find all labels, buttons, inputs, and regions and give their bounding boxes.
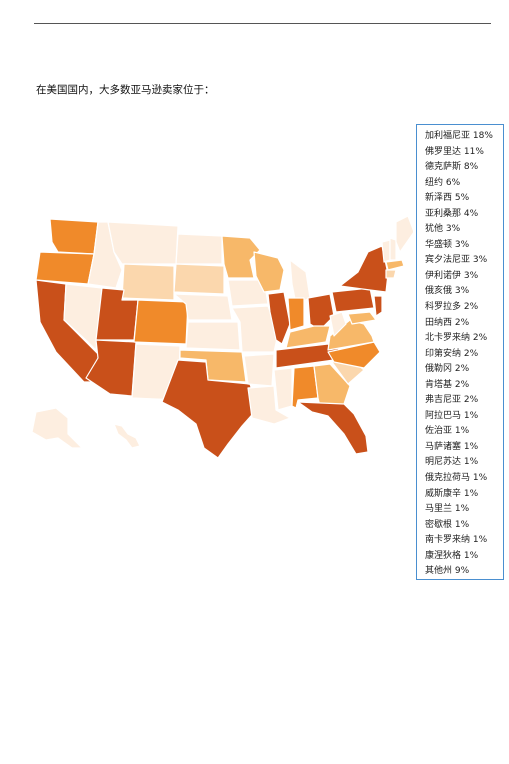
legend-item: 伊利诺伊 3% xyxy=(425,270,479,281)
state-connecticut xyxy=(385,269,397,279)
state-michigan xyxy=(289,259,311,305)
state-south-dakota xyxy=(173,263,225,295)
legend-item: 康涅狄格 1% xyxy=(425,550,479,561)
legend-item: 南卡罗来纳 1% xyxy=(425,535,488,546)
legend-item: 宾夕法尼亚 3% xyxy=(425,255,488,266)
state-maine xyxy=(395,215,413,253)
state-share-legend: 加利福尼亚 18% 佛罗里达 11% 德克萨斯 8% 纽约 6% 新泽西 5% 亚利桑那 … xyxy=(416,124,504,580)
state-indiana xyxy=(287,297,305,331)
state-maryland xyxy=(347,311,377,325)
legend-item: 德克萨斯 8% xyxy=(425,162,479,173)
legend-item: 马萨诸塞 1% xyxy=(425,441,479,452)
legend-item: 新泽西 5% xyxy=(425,193,470,204)
header-rule xyxy=(34,23,491,24)
state-new-york xyxy=(339,245,389,293)
legend-item: 犹他 3% xyxy=(425,224,461,235)
state-florida xyxy=(297,401,369,455)
legend-item: 俄亥俄 3% xyxy=(425,286,470,297)
state-new-hampshire xyxy=(389,237,397,261)
legend-item: 弗吉尼亚 2% xyxy=(425,395,479,406)
state-alaska xyxy=(31,407,83,449)
state-arizona xyxy=(85,339,137,397)
us-seller-map xyxy=(31,215,413,459)
state-north-dakota xyxy=(175,233,223,265)
state-arkansas xyxy=(243,353,275,387)
state-louisiana xyxy=(247,385,291,425)
state-oregon xyxy=(35,251,95,285)
state-texas xyxy=(161,359,259,459)
legend-item: 佐治亚 1% xyxy=(425,426,470,437)
state-illinois xyxy=(267,291,291,345)
state-mississippi xyxy=(273,367,293,411)
state-colorado xyxy=(133,299,189,345)
legend-item: 马里兰 1% xyxy=(425,504,470,515)
state-vermont xyxy=(381,239,391,263)
intro-text: 在美国国内，大多数亚马逊卖家位于： xyxy=(36,84,215,96)
legend-item: 俄克拉荷马 1% xyxy=(425,473,488,484)
legend-item: 华盛顿 3% xyxy=(425,239,470,250)
state-missouri xyxy=(231,305,279,353)
legend-item: 其他州 9% xyxy=(425,566,470,577)
legend-item: 科罗拉多 2% xyxy=(425,302,479,313)
state-minnesota xyxy=(221,235,261,279)
state-hawaii xyxy=(113,423,141,449)
legend-item: 威斯康辛 1% xyxy=(425,488,479,499)
legend-item: 亚利桑那 4% xyxy=(425,208,479,219)
legend-item: 加利福尼亚 18% xyxy=(425,131,493,141)
state-kansas xyxy=(185,321,241,351)
legend-item: 田纳西 2% xyxy=(425,317,470,328)
state-nebraska xyxy=(173,293,233,321)
state-pennsylvania xyxy=(331,287,375,313)
legend-item: 密歇根 1% xyxy=(425,519,470,530)
legend-item: 阿拉巴马 1% xyxy=(425,410,479,421)
state-montana xyxy=(107,221,179,265)
legend-item: 印第安纳 2% xyxy=(425,348,479,359)
state-nevada xyxy=(63,283,103,351)
state-west-virginia xyxy=(329,311,347,337)
state-new-jersey xyxy=(373,295,383,317)
legend-item: 明尼苏达 1% xyxy=(425,457,479,468)
state-iowa xyxy=(227,279,269,307)
state-wyoming xyxy=(121,263,175,301)
state-ohio xyxy=(307,293,335,331)
state-alabama xyxy=(291,365,319,409)
legend-item: 俄勒冈 2% xyxy=(425,364,470,375)
state-washington xyxy=(49,218,99,255)
state-massachusetts xyxy=(385,259,405,271)
state-wisconsin xyxy=(253,251,285,293)
legend-item: 肯塔基 2% xyxy=(425,379,470,390)
legend-item: 纽约 6% xyxy=(425,177,461,188)
state-kentucky xyxy=(285,325,331,349)
legend-item: 佛罗里达 11% xyxy=(425,146,484,157)
legend-item: 北卡罗来纳 2% xyxy=(425,333,488,344)
